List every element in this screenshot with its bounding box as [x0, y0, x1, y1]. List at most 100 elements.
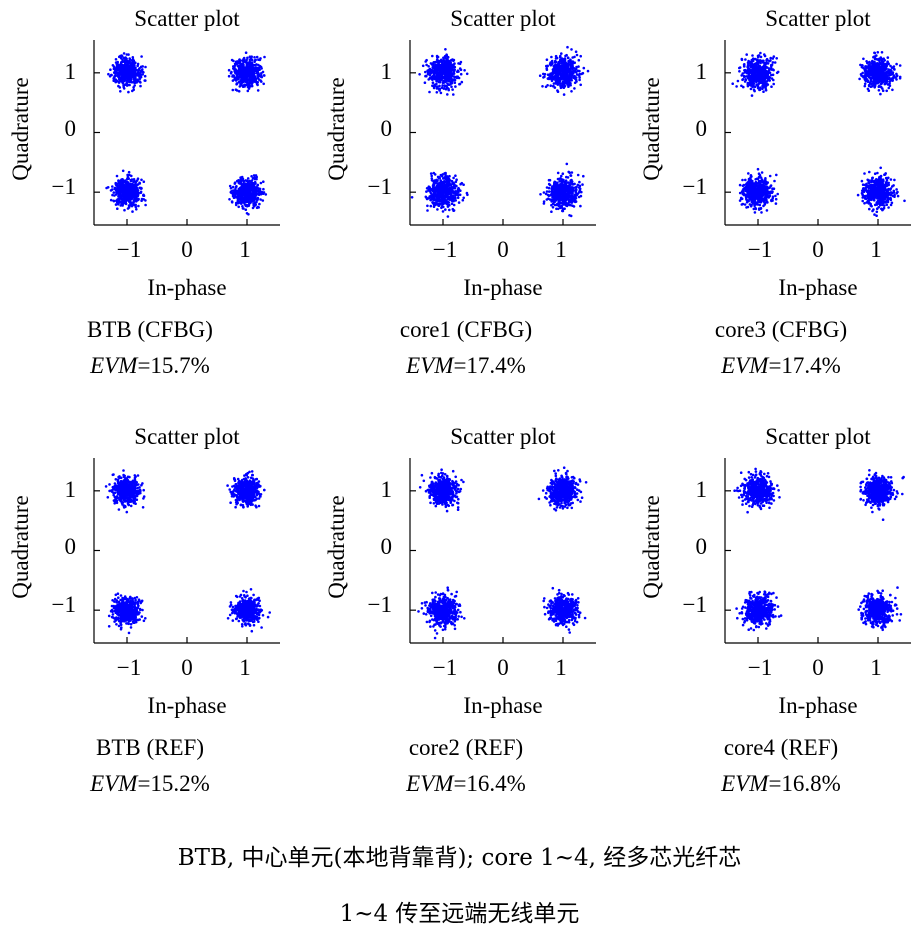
scatter-point: [438, 69, 441, 73]
scatter-point: [126, 175, 130, 179]
scatter-point: [452, 72, 456, 75]
scatter-point: [570, 71, 574, 75]
scatter-point: [454, 85, 457, 88]
scatter-point: [552, 200, 556, 204]
scatter-point: [431, 78, 434, 81]
x-tick-label-right: 1: [239, 237, 251, 262]
scatter-points: [731, 51, 906, 217]
x-axis-label: In-phase: [778, 275, 857, 300]
scatter-point: [895, 74, 899, 78]
scatter-point: [237, 70, 240, 74]
scatter-point: [731, 82, 734, 85]
scatter-point: [447, 180, 451, 184]
scatter-point: [426, 197, 429, 200]
scatter-point: [570, 180, 574, 183]
scatter-point: [459, 60, 463, 64]
scatter-point: [890, 66, 894, 69]
scatter-point: [556, 69, 560, 73]
scatter-point: [121, 65, 124, 69]
scatter-point: [120, 75, 124, 78]
x-tick-label-right: 1: [555, 237, 567, 262]
scatter-point: [892, 65, 896, 68]
scatter-point: [122, 87, 126, 90]
scatter-point: [118, 182, 122, 186]
scatter-point: [571, 67, 574, 71]
scatter-point: [130, 59, 134, 62]
scatter-point: [238, 66, 242, 69]
scatter-point: [563, 58, 567, 62]
scatter-point: [438, 200, 442, 203]
scatter-point: [250, 78, 254, 81]
scatter-point: [436, 175, 440, 179]
scatter-point: [562, 194, 566, 198]
scatter-point: [550, 59, 554, 63]
scatter-point: [254, 196, 257, 199]
scatter-point: [138, 73, 142, 77]
scatter-point: [858, 77, 861, 81]
scatter-point: [760, 71, 763, 74]
scatter-point: [233, 190, 236, 194]
scatter-point: [138, 77, 142, 80]
scatter-point: [444, 57, 448, 60]
scatter-point: [769, 56, 772, 60]
scatter-point: [873, 56, 877, 59]
scatter-point: [450, 202, 454, 205]
panel-btb-cfbg: Scatter plot In-phase Quadrature 1 0 −1 …: [0, 0, 300, 400]
scatter-point: [454, 174, 457, 177]
scatter-point: [565, 75, 569, 78]
scatter-plot-core3-cfbg: Scatter plot In-phase Quadrature 1 0 −1 …: [639, 6, 911, 300]
scatter-point: [887, 86, 891, 90]
scatter-point: [249, 68, 252, 72]
scatter-point: [772, 82, 775, 86]
scatter-point: [544, 85, 548, 89]
scatter-point: [465, 72, 469, 76]
scatter-point: [258, 58, 262, 62]
scatter-point: [122, 73, 125, 77]
scatter-point: [231, 88, 235, 92]
scatter-point: [550, 210, 553, 213]
scatter-point: [251, 72, 254, 76]
scatter-point: [554, 198, 557, 201]
scatter-point: [250, 189, 253, 192]
scatter-point: [250, 84, 254, 88]
scatter-point: [573, 193, 576, 197]
y-tick-label-bottom: −1: [368, 174, 392, 199]
scatter-point: [441, 75, 444, 78]
scatter-point: [553, 71, 556, 74]
scatter-point: [245, 79, 248, 83]
scatter-point: [441, 210, 445, 213]
scatter-point: [248, 192, 252, 196]
scatter-point: [579, 204, 582, 208]
scatter-point: [260, 190, 264, 194]
scatter-point: [735, 85, 738, 88]
scatter-point: [233, 64, 237, 67]
scatter-point: [868, 82, 872, 85]
scatter-point: [558, 183, 561, 186]
scatter-point: [559, 192, 563, 195]
scatter-point: [744, 78, 748, 82]
scatter-point: [121, 55, 124, 58]
scatter-point: [568, 184, 572, 187]
scatter-point: [454, 196, 457, 200]
scatter-point: [447, 74, 451, 78]
scatter-point: [246, 56, 249, 60]
scatter-point: [132, 80, 136, 83]
scatter-point: [738, 70, 741, 73]
scatter-point: [131, 68, 135, 71]
y-axis-label: Quadrature: [324, 77, 349, 180]
scatter-point: [547, 186, 551, 190]
scatter-point: [127, 170, 131, 174]
scatter-point: [234, 187, 237, 191]
scatter-point: [262, 180, 265, 183]
scatter-point: [873, 51, 877, 55]
scatter-point: [240, 185, 243, 189]
scatter-point: [246, 89, 250, 93]
scatter-point: [752, 65, 755, 69]
scatter-point: [428, 90, 431, 94]
scatter-point: [437, 204, 440, 207]
scatter-point: [764, 88, 768, 92]
scatter-point: [248, 200, 251, 204]
scatter-point: [250, 63, 253, 67]
scatter-point: [133, 61, 136, 65]
scatter-point: [242, 60, 246, 63]
